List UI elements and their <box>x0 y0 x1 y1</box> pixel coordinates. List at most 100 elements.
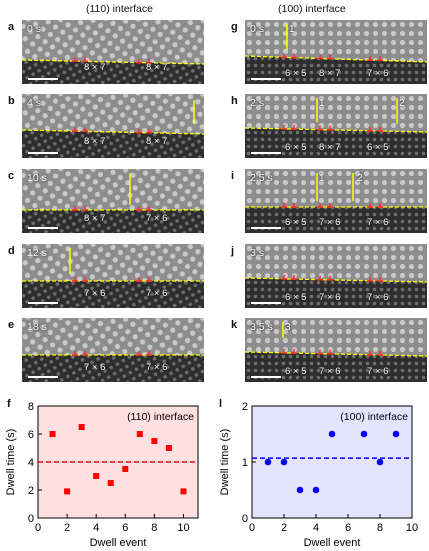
data-point <box>280 458 288 466</box>
data-point <box>64 488 71 495</box>
x-tick-label: 6 <box>345 522 351 534</box>
x-tick-label: 2 <box>281 522 287 534</box>
y-axis-label: Dwell time (s) <box>5 429 17 496</box>
reconstruction-label: 7 × 6 <box>84 362 106 373</box>
dislocation-marker <box>327 54 333 60</box>
dislocation-marker <box>317 54 323 60</box>
dislocation-marker <box>367 56 373 62</box>
micrograph-panel-i: 2.5 s 6 × 5 7 × 6 7 × 6 1 2 <box>245 169 427 233</box>
data-point <box>312 486 320 494</box>
y-tick-label: 8 <box>28 401 34 413</box>
scale-bar <box>28 227 58 229</box>
timestamp-label: 18 s <box>27 321 47 333</box>
y-tick-label: 1 <box>242 457 248 469</box>
step-number-label: 2 <box>399 98 405 109</box>
x-axis-label: Dwell event <box>304 537 361 548</box>
reconstruction-label: 7 × 6 <box>146 213 168 224</box>
data-point <box>78 424 85 430</box>
data-point <box>151 438 158 444</box>
x-axis-label: Dwell event <box>90 537 147 548</box>
dislocation-marker <box>72 127 78 133</box>
step-number-label: 1 <box>319 98 325 109</box>
panel-label-d: d <box>8 245 15 257</box>
dislocation-marker <box>136 58 142 64</box>
reconstruction-label: 7 × 6 <box>146 288 168 299</box>
dislocation-marker <box>82 127 88 133</box>
dislocation-marker <box>281 124 287 130</box>
y-tick-label: 0 <box>242 513 248 525</box>
panel-label-b: b <box>8 95 15 107</box>
reconstruction-label: 7 × 6 <box>367 366 389 377</box>
micrograph-panel-g: 0 s 6 × 5 8 × 7 7 × 6 1 <box>245 20 427 84</box>
dislocation-marker <box>327 203 333 208</box>
reconstruction-label: 8 × 7 <box>84 213 106 224</box>
timestamp-label: 3 s <box>250 247 265 259</box>
y-tick-label: 0 <box>28 513 34 525</box>
micrograph-panel-b: 4 s 8 × 7 8 × 7 <box>22 94 204 158</box>
data-point <box>360 430 368 438</box>
lattice-image <box>245 169 427 233</box>
lattice-image <box>245 94 427 158</box>
lattice-image <box>245 318 427 382</box>
reconstruction-label: 8 × 7 <box>319 142 341 153</box>
panel-label-e: e <box>8 319 15 331</box>
y-tick-label: 2 <box>242 401 248 413</box>
timestamp-label: 10 s <box>27 172 47 184</box>
reconstruction-label: 8 × 7 <box>319 68 341 79</box>
micrograph-panel-h: 2 s 6 × 5 8 × 7 6 × 5 1 2 <box>245 94 427 158</box>
dislocation-marker <box>327 125 333 131</box>
reconstruction-label: 6 × 5 <box>285 217 307 228</box>
reconstruction-label: 8 × 7 <box>84 62 106 73</box>
plot-area <box>251 405 413 519</box>
scale-bar <box>28 152 58 154</box>
reconstruction-label: 6 × 5 <box>285 142 307 153</box>
micrograph-panel-j: 3 s 6 × 5 7 × 6 7 × 6 <box>245 244 427 308</box>
reconstruction-label: 7 × 6 <box>84 288 106 299</box>
panel-label-g: g <box>231 21 238 33</box>
data-point <box>328 430 336 438</box>
y-tick-label: 2 <box>28 485 34 497</box>
dislocation-marker <box>72 277 78 282</box>
reconstruction-label: 7 × 6 <box>367 292 389 303</box>
lattice-image <box>22 169 204 233</box>
left-column-title: (110) interface <box>86 3 153 15</box>
reconstruction-label: 7 × 6 <box>319 217 341 228</box>
dislocation-marker <box>82 351 88 356</box>
chart-110-dwell-time: (110) interface 0 2 4 6 8 0 2 4 6 8 10 Dwell event Dw… <box>5 401 199 548</box>
step-number-label: 1 <box>289 24 295 35</box>
dislocation-marker <box>146 206 152 211</box>
dislocation-marker <box>82 277 88 282</box>
dislocation-marker <box>367 350 373 356</box>
dislocation-marker <box>82 206 88 211</box>
dislocation-marker <box>327 275 333 281</box>
lattice-image <box>245 20 427 84</box>
panel-label-k: k <box>231 319 238 331</box>
dislocation-marker <box>367 126 373 132</box>
data-point <box>122 466 129 472</box>
timestamp-label: 12 s <box>27 247 47 259</box>
dislocation-marker <box>377 276 383 282</box>
data-point <box>376 458 384 466</box>
scale-bar <box>251 376 281 378</box>
x-tick-label: 10 <box>406 522 418 534</box>
reconstruction-label: 6 × 5 <box>285 292 307 303</box>
data-point <box>49 431 56 437</box>
dislocation-marker <box>136 351 142 356</box>
dislocation-marker <box>367 203 373 208</box>
step-number-label: 2 <box>357 173 363 184</box>
y-axis-label: Dwell time (s) <box>219 429 231 496</box>
x-tick-label: 8 <box>377 522 383 534</box>
reconstruction-label: 6 × 5 <box>285 366 307 377</box>
dislocation-marker <box>146 277 152 282</box>
timestamp-label: 3.5 s <box>250 321 273 333</box>
micrograph-panel-c: 10 s 8 × 7 7 × 6 <box>22 169 204 233</box>
dislocation-marker <box>72 57 78 63</box>
micrograph-panel-a: 0 s 8 × 7 8 × 7 <box>22 20 204 84</box>
x-tick-label: 8 <box>151 522 157 534</box>
dislocation-marker <box>281 348 287 354</box>
data-point <box>296 486 304 494</box>
dislocation-marker <box>291 274 297 280</box>
dislocation-marker <box>72 351 78 356</box>
lattice-image <box>22 94 204 158</box>
data-point <box>93 473 100 479</box>
